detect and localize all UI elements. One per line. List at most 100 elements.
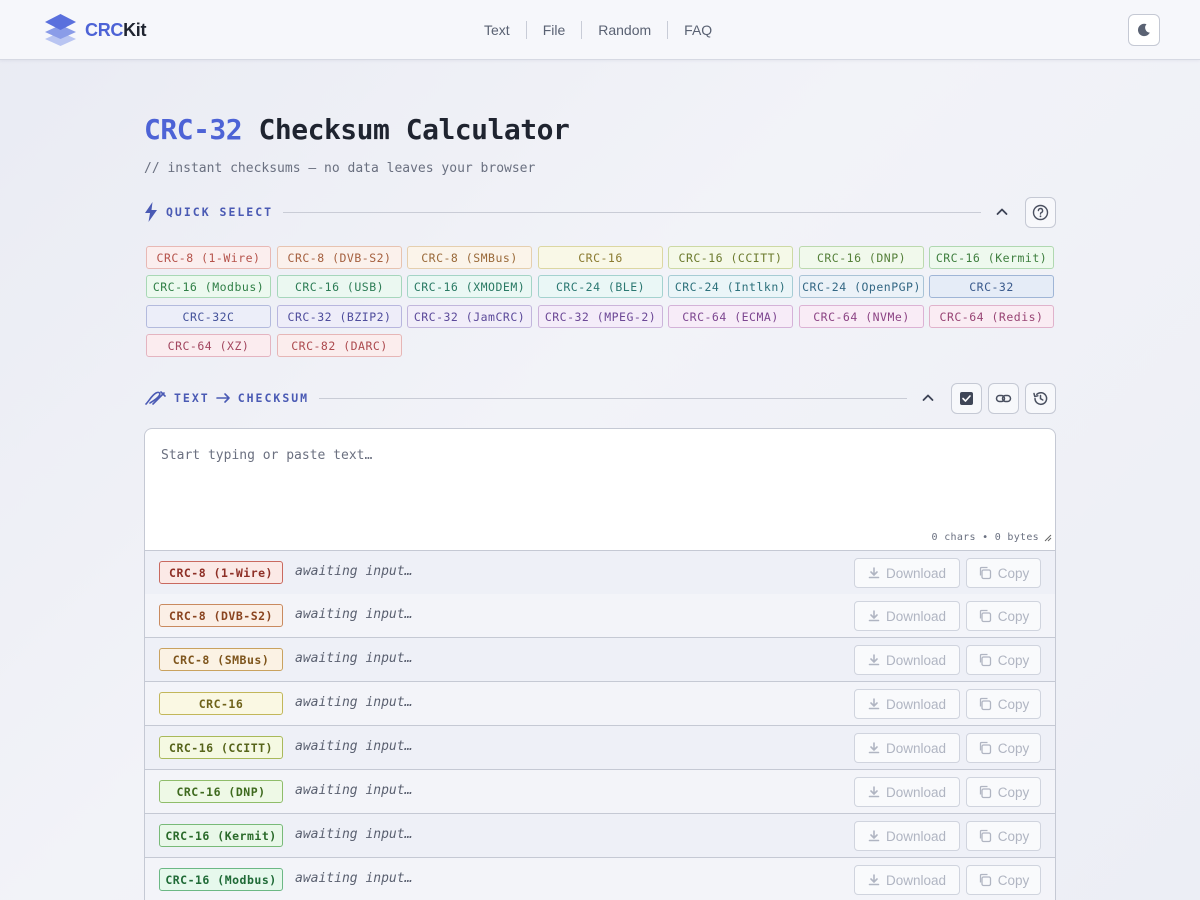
text-input[interactable] — [145, 429, 1055, 551]
history-icon — [1033, 391, 1048, 405]
quick-select-chip[interactable]: CRC-24 (Intlkn) — [668, 275, 793, 298]
chevron-up-icon[interactable] — [917, 387, 939, 409]
quick-select-header: QUICK SELECT — [144, 196, 1056, 228]
download-icon — [868, 610, 880, 622]
download-button[interactable]: Download — [854, 558, 960, 588]
result-row: CRC-16 (Kermit) awaiting input… Download Co… — [144, 814, 1056, 858]
copy-icon — [979, 829, 991, 843]
share-link-button[interactable] — [988, 382, 1019, 414]
quick-select-chip[interactable]: CRC-16 (Modbus) — [146, 275, 271, 298]
copy-label: Copy — [997, 740, 1030, 756]
copy-button[interactable]: Copy — [966, 865, 1041, 895]
algorithm-tag: CRC-8 (SMBus) — [159, 648, 283, 671]
history-button[interactable] — [1025, 382, 1056, 414]
result-status: awaiting input… — [295, 695, 413, 710]
copy-button[interactable]: Copy — [966, 601, 1041, 631]
quick-select-chip[interactable]: CRC-24 (BLE) — [538, 275, 663, 298]
copy-label: Copy — [997, 565, 1030, 581]
algorithm-tag: CRC-8 (DVB-S2) — [159, 604, 283, 627]
download-button[interactable]: Download — [854, 645, 960, 675]
quick-select-chip[interactable]: CRC-64 (NVMe) — [799, 305, 924, 328]
logo-text: CRCKit — [85, 19, 147, 40]
select-all-button[interactable] — [951, 382, 982, 414]
algorithm-tag: CRC-16 (Modbus) — [159, 868, 283, 891]
quick-select-chip[interactable]: CRC-16 (Kermit) — [929, 246, 1054, 269]
copy-button[interactable]: Copy — [966, 689, 1041, 719]
copy-label: Copy — [997, 872, 1030, 888]
logo[interactable]: CRCKit — [44, 12, 147, 48]
download-label: Download — [885, 828, 947, 844]
resize-handle-icon[interactable] — [1044, 534, 1052, 542]
lightning-icon — [145, 202, 157, 222]
download-label: Download — [885, 652, 947, 668]
top-bar: CRCKit Text File Random FAQ — [0, 0, 1200, 60]
copy-label: Copy — [997, 696, 1030, 712]
nav-text[interactable]: Text — [484, 22, 510, 38]
nav-random[interactable]: Random — [598, 22, 652, 38]
pen-icon — [145, 391, 166, 405]
quick-select-chip[interactable]: CRC-32 (JamCRC) — [407, 305, 532, 328]
copy-button[interactable]: Copy — [966, 733, 1041, 763]
theme-toggle-button[interactable] — [1128, 14, 1160, 46]
main-nav: Text File Random FAQ — [468, 18, 728, 42]
nav-divider — [667, 21, 669, 39]
quick-select-label: QUICK SELECT — [166, 205, 274, 219]
copy-label: Copy — [997, 652, 1030, 668]
download-button[interactable]: Download — [854, 821, 960, 851]
copy-button[interactable]: Copy — [966, 558, 1041, 588]
download-button[interactable]: Download — [854, 865, 960, 895]
quick-select-chip[interactable]: CRC-16 (DNP) — [799, 246, 924, 269]
divider-line — [283, 211, 981, 213]
download-icon — [868, 567, 880, 579]
algorithm-tag: CRC-16 (CCITT) — [159, 736, 283, 759]
help-button[interactable] — [1025, 196, 1056, 228]
result-status: awaiting input… — [295, 739, 413, 754]
quick-select-chip[interactable]: CRC-8 (DVB-S2) — [277, 246, 402, 269]
quick-select-chip[interactable]: CRC-64 (XZ) — [146, 334, 271, 357]
download-button[interactable]: Download — [854, 689, 960, 719]
download-icon — [868, 786, 880, 798]
copy-icon — [979, 873, 991, 887]
download-icon — [868, 874, 880, 886]
copy-button[interactable]: Copy — [966, 821, 1041, 851]
download-icon — [868, 654, 880, 666]
download-button[interactable]: Download — [854, 601, 960, 631]
result-row: CRC-8 (DVB-S2) awaiting input… Download Cop… — [144, 594, 1056, 638]
quick-select-chip[interactable]: CRC-16 (USB) — [277, 275, 402, 298]
moon-icon — [1137, 23, 1150, 37]
layers-logo-icon — [45, 14, 76, 46]
download-label: Download — [885, 872, 947, 888]
copy-button[interactable]: Copy — [966, 645, 1041, 675]
copy-button[interactable]: Copy — [966, 777, 1041, 807]
nav-faq[interactable]: FAQ — [684, 22, 713, 38]
download-button[interactable]: Download — [854, 733, 960, 763]
nav-file[interactable]: File — [542, 22, 566, 38]
download-icon — [868, 830, 880, 842]
quick-select-chip[interactable]: CRC-32 (MPEG-2) — [538, 305, 663, 328]
quick-select-chip[interactable]: CRC-32 (BZIP2) — [277, 305, 402, 328]
quick-select-chip[interactable]: CRC-64 (ECMA) — [668, 305, 793, 328]
quick-select-chip[interactable]: CRC-16 (CCITT) — [668, 246, 793, 269]
result-row: CRC-8 (1-Wire) awaiting input… Download Cop… — [144, 550, 1056, 595]
link-icon — [995, 394, 1012, 402]
quick-select-chip[interactable]: CRC-8 (1-Wire) — [146, 246, 271, 269]
download-label: Download — [885, 740, 947, 756]
copy-icon — [979, 741, 991, 755]
copy-label: Copy — [997, 784, 1030, 800]
quick-select-chip[interactable]: CRC-64 (Redis) — [929, 305, 1054, 328]
quick-select-chip[interactable]: CRC-32 — [929, 275, 1054, 298]
text-checksum-label: TEXT CHECKSUM — [174, 391, 310, 405]
download-label: Download — [885, 696, 947, 712]
quick-select-chip[interactable]: CRC-82 (DARC) — [277, 334, 402, 357]
download-button[interactable]: Download — [854, 777, 960, 807]
copy-label: Copy — [997, 608, 1030, 624]
result-row: CRC-16 awaiting input… Download Copy — [144, 682, 1056, 726]
chevron-up-icon[interactable] — [991, 201, 1013, 223]
quick-select-chip[interactable]: CRC-24 (OpenPGP) — [799, 275, 924, 298]
quick-select-chip[interactable]: CRC-32C — [146, 305, 271, 328]
quick-select-chip[interactable]: CRC-16 — [538, 246, 663, 269]
quick-select-chip[interactable]: CRC-16 (XMODEM) — [407, 275, 532, 298]
quick-select-chip[interactable]: CRC-8 (SMBus) — [407, 246, 532, 269]
download-label: Download — [885, 608, 947, 624]
divider-line — [319, 397, 907, 399]
